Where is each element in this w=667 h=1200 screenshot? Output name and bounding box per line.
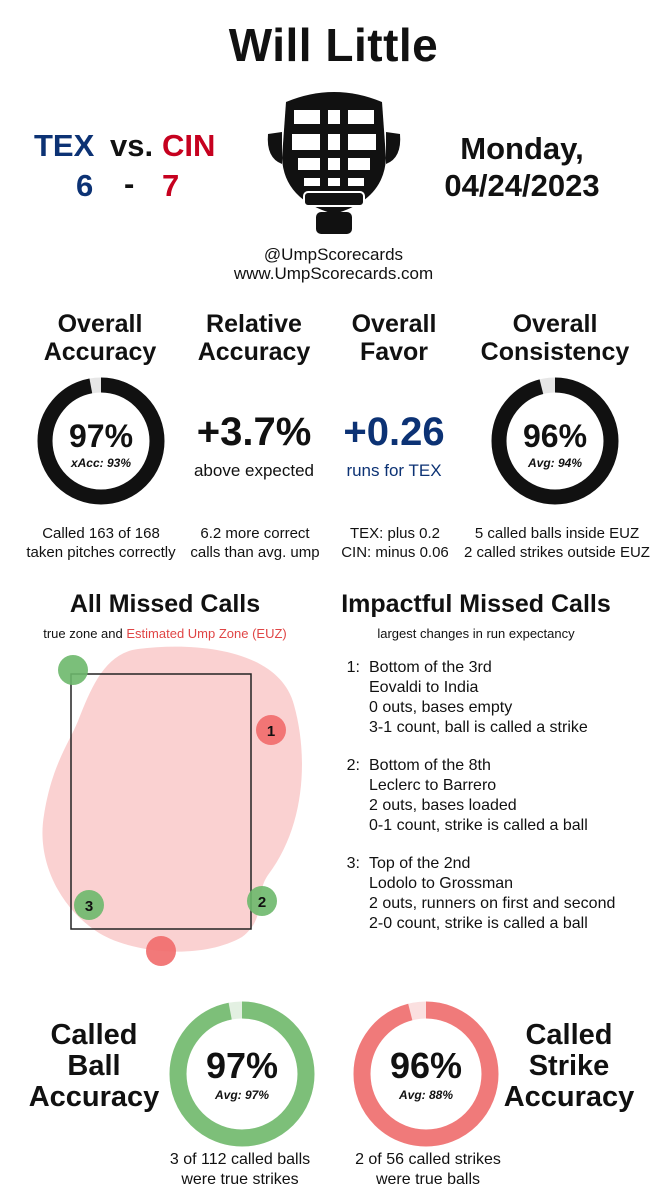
vs-label: vs. <box>110 128 154 163</box>
heading-line: Called <box>50 1019 138 1051</box>
euz-shape <box>42 646 302 952</box>
missed-call-strike <box>146 936 176 966</box>
overall-consistency-avg: Avg: 94% <box>527 456 583 470</box>
call-matchup: Lodolo to Grossman <box>369 875 514 892</box>
call-situation: 0 outs, bases empty <box>369 699 513 716</box>
overall-consistency-heading: Overall Consistency <box>470 310 640 366</box>
heading-line: Accuracy <box>28 1081 160 1113</box>
game-date: 04/24/2023 <box>444 168 600 203</box>
desc-line: 2 called strikes outside EUZ <box>464 544 650 561</box>
home-team: CIN <box>162 128 216 163</box>
home-score: 7 <box>162 168 180 203</box>
desc-line: CIN: minus 0.06 <box>341 544 449 561</box>
overall-accuracy-heading: Overall Accuracy <box>20 310 180 366</box>
call-matchup: Leclerc to Barrero <box>369 777 497 794</box>
legend-true-zone: true zone and <box>43 626 123 641</box>
heading-line: Called <box>525 1019 613 1051</box>
heading-line: Favor <box>359 338 429 366</box>
missed-call-1-label: 1 <box>267 723 275 740</box>
desc-line: 6.2 more correct <box>200 525 310 542</box>
away-score: 6 <box>76 168 94 203</box>
impactful-heading: Impactful Missed Calls <box>341 590 611 618</box>
desc-line: calls than avg. ump <box>190 544 320 561</box>
call-situation: 2 outs, runners on first and second <box>369 895 616 912</box>
heading-line: Strike <box>528 1050 610 1082</box>
credit-site: www.UmpScorecards.com <box>233 264 434 283</box>
impactful-calls-list: 1: Bottom of the 3rd Eovaldi to India 0 … <box>336 658 666 948</box>
call-number: 2: <box>346 757 360 774</box>
ball-accuracy-desc: 3 of 112 called balls were true strikes <box>130 1150 350 1190</box>
missed-call-3-label: 3 <box>85 898 93 915</box>
overall-accuracy-value: 97% <box>68 418 134 454</box>
strike-accuracy-avg: Avg: 88% <box>398 1088 454 1102</box>
heading-line: Accuracy <box>43 338 157 366</box>
missed-call-1 <box>256 715 286 745</box>
heading-line: Overall <box>57 310 143 338</box>
strike-accuracy-ring: 96% Avg: 88% <box>352 1000 500 1148</box>
missed-calls-heading: All Missed Calls <box>69 590 261 618</box>
desc-line: 3 of 112 called balls <box>169 1151 311 1168</box>
heading-line: Accuracy <box>503 1081 635 1113</box>
away-team: TEX <box>34 128 95 163</box>
score-dash: - <box>124 166 135 201</box>
missed-call-2-label: 2 <box>258 894 266 911</box>
overall-accuracy-xacc: xAcc: 93% <box>70 456 132 470</box>
overall-favor-value: +0.26 <box>343 410 445 454</box>
strike-accuracy-heading: Called Strike Accuracy <box>494 1020 644 1113</box>
call-count: 2-0 count, strike is called a ball <box>369 915 588 932</box>
call-matchup: Eovaldi to India <box>369 679 479 696</box>
overall-consistency-ring: 96% Avg: 94% <box>490 376 620 506</box>
relative-accuracy-value: +3.7% <box>196 410 312 454</box>
heading-line: Ball <box>67 1050 121 1082</box>
missed-call-2 <box>247 886 277 916</box>
heading-line: Relative <box>206 310 302 338</box>
ball-accuracy-heading: Called Ball Accuracy <box>14 1020 174 1113</box>
impactful-subheading: largest changes in run expectancy <box>377 626 575 641</box>
ball-accuracy-avg: Avg: 97% <box>214 1088 270 1102</box>
call-count: 3-1 count, ball is called a strike <box>369 719 588 736</box>
relative-accuracy-desc: 6.2 more correct calls than avg. ump <box>180 524 330 562</box>
call-number: 1: <box>346 659 360 676</box>
overall-accuracy-desc: Called 163 of 168 taken pitches correctl… <box>8 524 194 562</box>
heading-line: Consistency <box>480 338 630 366</box>
call-inning: Bottom of the 8th <box>369 757 491 774</box>
desc-line: taken pitches correctly <box>26 544 176 561</box>
call-inning: Bottom of the 3rd <box>369 659 492 676</box>
desc-line: were true balls <box>375 1171 481 1188</box>
call-count: 0-1 count, strike is called a ball <box>369 817 588 834</box>
strike-accuracy-desc: 2 of 56 called strikes were true balls <box>318 1150 538 1190</box>
missed-calls-legend: true zone and Estimated Ump Zone (EUZ) <box>10 626 320 641</box>
call-number: 3: <box>346 855 360 872</box>
desc-line: 2 of 56 called strikes <box>355 1151 501 1168</box>
true-zone-box <box>70 673 252 930</box>
game-day: Monday, <box>460 131 584 166</box>
ball-accuracy-value: 97% <box>205 1045 279 1086</box>
overall-consistency-value: 96% <box>522 418 588 454</box>
heading-line: Overall <box>512 310 598 338</box>
overall-consistency-desc: 5 called balls inside EUZ 2 called strik… <box>452 524 662 562</box>
strike-zone-plot: 1 2 3 <box>42 646 302 966</box>
call-situation: 2 outs, bases loaded <box>369 797 517 814</box>
heading-line: Overall <box>351 310 437 338</box>
relative-accuracy-sub: above expected <box>193 461 315 480</box>
desc-line: Called 163 of 168 <box>42 525 160 542</box>
overall-accuracy-ring: 97% xAcc: 93% <box>36 376 166 506</box>
overall-favor-heading: Overall Favor <box>322 310 466 366</box>
overall-favor-desc: TEX: plus 0.2 CIN: minus 0.06 <box>330 524 460 562</box>
missed-call-ball <box>58 655 88 685</box>
overall-favor-sub: runs for TEX <box>346 461 442 480</box>
heading-line: Accuracy <box>197 338 311 366</box>
legend-euz: Estimated Ump Zone (EUZ) <box>126 626 287 641</box>
missed-call-3 <box>74 890 104 920</box>
desc-line: 5 called balls inside EUZ <box>474 525 640 542</box>
ball-accuracy-ring: 97% Avg: 97% <box>168 1000 316 1148</box>
umpire-name: Will Little <box>228 19 439 71</box>
call-inning: Top of the 2nd <box>369 855 471 872</box>
desc-line: were true strikes <box>181 1171 299 1188</box>
credit-handle: @UmpScorecards <box>263 245 404 264</box>
desc-line: TEX: plus 0.2 <box>349 525 441 542</box>
umpire-mask-icon <box>267 92 401 234</box>
strike-accuracy-value: 96% <box>389 1045 463 1086</box>
relative-accuracy-heading: Relative Accuracy <box>176 310 332 366</box>
